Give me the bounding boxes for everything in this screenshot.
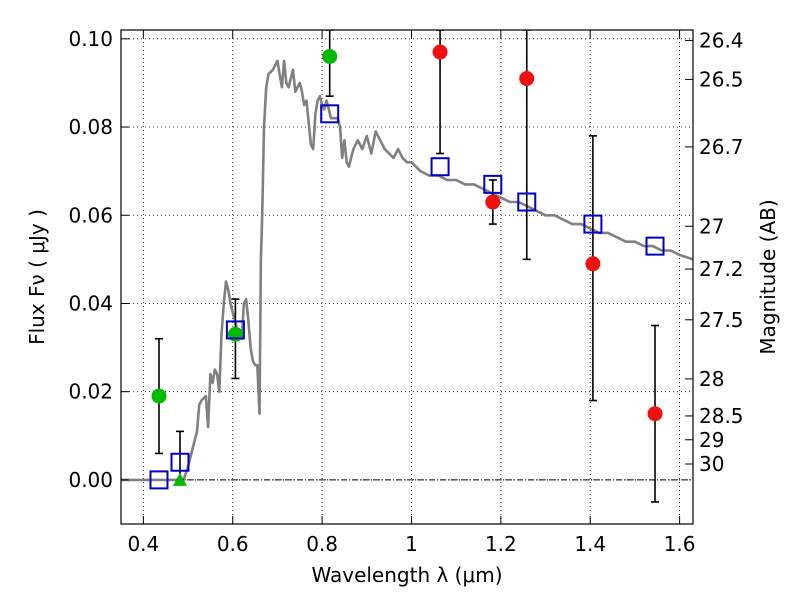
x-tick-label: 1 xyxy=(405,532,418,556)
green-data-point xyxy=(151,388,167,404)
red-data-point xyxy=(585,256,601,272)
model-flux-square xyxy=(170,452,190,472)
red-data-point xyxy=(647,406,663,422)
model-flux-square xyxy=(517,192,537,212)
y-tick-label: 0.08 xyxy=(68,115,113,139)
model-flux-square xyxy=(483,174,503,194)
model-flux-square xyxy=(583,214,603,234)
magnitude-tick-label: 26.7 xyxy=(699,135,744,159)
x-tick-label: 0.4 xyxy=(127,532,159,556)
y-tick-label: 0.00 xyxy=(68,468,113,492)
x-tick-label: 1.6 xyxy=(664,532,696,556)
model-flux-square xyxy=(149,470,169,490)
magnitude-tick-label: 27 xyxy=(699,214,724,238)
model-flux-square xyxy=(645,236,665,256)
plot-area xyxy=(121,30,693,503)
y-tick-label: 0.04 xyxy=(68,291,113,315)
template-spectrum-line xyxy=(121,59,693,482)
x-tick-label: 1.4 xyxy=(574,532,606,556)
red-data-point xyxy=(519,71,535,87)
red-data-point xyxy=(485,194,501,210)
y-tick-label: 0.02 xyxy=(68,380,113,404)
magnitude-tick-label: 28.5 xyxy=(699,404,744,428)
x-tick-label: 0.8 xyxy=(306,532,338,556)
x-tick-label: 1.2 xyxy=(485,532,517,556)
x-tick-label: 0.6 xyxy=(217,532,249,556)
magnitude-tick-label: 29 xyxy=(699,428,724,452)
green-upper-limit-triangle xyxy=(172,472,187,486)
magnitude-tick-label: 27.5 xyxy=(699,308,744,332)
model-flux-square xyxy=(320,104,340,124)
magnitude-tick-label: 26.4 xyxy=(699,29,744,53)
plot-frame xyxy=(120,29,694,525)
magnitude-axis-label: Magnitude (AB) xyxy=(756,199,780,354)
y-axis-ticks: 0.00 0.02 0.04 0.06 0.08 0.10 xyxy=(68,27,129,492)
x-axis-ticks: 0.4 0.6 0.8 1 1.2 1.4 1.6 xyxy=(127,30,696,556)
model-flux-square xyxy=(430,157,450,177)
y-tick-label: 0.06 xyxy=(68,203,113,227)
green-data-point xyxy=(227,326,243,342)
plot-background xyxy=(121,30,693,524)
model-flux-square xyxy=(225,320,245,340)
y-tick-label: 0.10 xyxy=(68,27,113,51)
x-axis-label: Wavelength λ (μm) xyxy=(311,563,502,587)
magnitude-tick-label: 27.2 xyxy=(699,257,744,281)
green-data-point xyxy=(322,48,338,64)
magnitude-tick-label: 28 xyxy=(699,367,724,391)
template-spectrum xyxy=(121,59,693,482)
data-markers xyxy=(149,44,665,490)
magnitude-tick-label: 26.5 xyxy=(699,67,744,91)
red-data-point xyxy=(432,44,448,60)
magnitude-tick-label: 30 xyxy=(699,452,724,476)
y-axis-label: Flux Fν ( μJy ) xyxy=(25,209,49,345)
